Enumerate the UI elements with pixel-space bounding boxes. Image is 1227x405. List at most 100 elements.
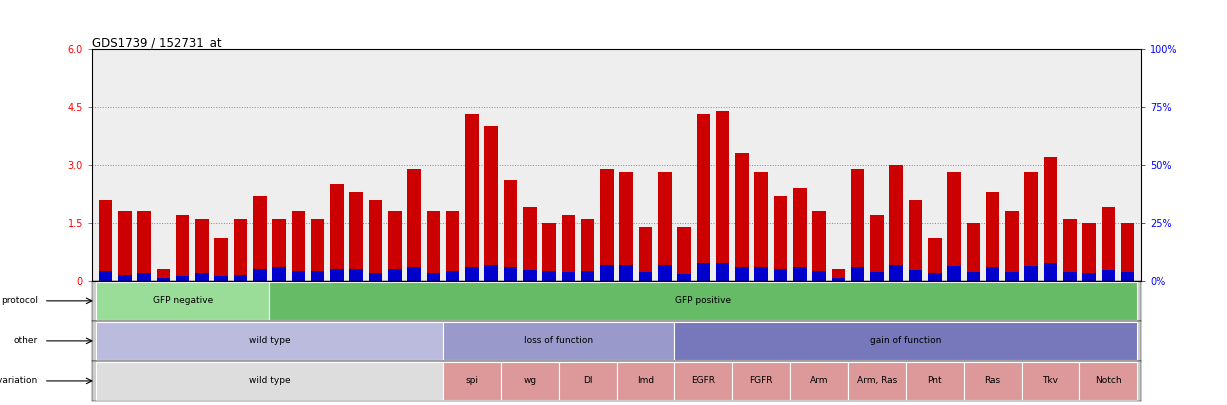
Bar bbox=[504, 180, 518, 281]
Bar bbox=[369, 200, 383, 281]
Bar bbox=[542, 223, 556, 281]
Bar bbox=[310, 271, 324, 281]
Bar bbox=[850, 168, 864, 281]
Bar bbox=[600, 168, 614, 281]
Bar bbox=[215, 276, 228, 281]
Bar bbox=[504, 267, 518, 281]
Bar bbox=[675, 362, 733, 400]
Bar bbox=[928, 238, 941, 281]
Bar bbox=[1080, 362, 1137, 400]
Bar bbox=[947, 173, 961, 281]
Bar bbox=[1120, 223, 1134, 281]
Text: other: other bbox=[13, 337, 38, 345]
Text: wg: wg bbox=[523, 376, 536, 386]
Bar bbox=[675, 322, 1137, 360]
Bar bbox=[967, 272, 980, 281]
Bar bbox=[928, 273, 941, 281]
Bar bbox=[1082, 223, 1096, 281]
Bar bbox=[733, 362, 790, 400]
Bar bbox=[947, 266, 961, 281]
Bar bbox=[658, 265, 671, 281]
Bar bbox=[96, 322, 443, 360]
Bar bbox=[330, 184, 344, 281]
Text: protocol: protocol bbox=[1, 296, 38, 305]
Bar bbox=[445, 271, 459, 281]
Bar bbox=[157, 278, 171, 281]
Text: Dl: Dl bbox=[583, 376, 593, 386]
Bar bbox=[735, 267, 748, 281]
Bar bbox=[963, 362, 1022, 400]
Text: spi: spi bbox=[465, 376, 479, 386]
Bar bbox=[832, 278, 845, 281]
Text: GDS1739 / 152731_at: GDS1739 / 152731_at bbox=[92, 36, 222, 49]
Text: GFP negative: GFP negative bbox=[152, 296, 212, 305]
Bar bbox=[774, 196, 788, 281]
Text: Tkv: Tkv bbox=[1043, 376, 1059, 386]
Bar bbox=[1025, 266, 1038, 281]
Bar bbox=[407, 168, 421, 281]
Bar bbox=[793, 188, 806, 281]
Bar bbox=[388, 269, 401, 281]
Bar bbox=[620, 265, 633, 281]
Bar bbox=[485, 126, 498, 281]
Bar bbox=[310, 219, 324, 281]
Bar bbox=[175, 276, 189, 281]
Bar bbox=[1044, 263, 1058, 281]
Text: GFP positive: GFP positive bbox=[675, 296, 731, 305]
Bar bbox=[157, 269, 171, 281]
Text: wild type: wild type bbox=[249, 337, 291, 345]
Bar bbox=[580, 219, 594, 281]
Bar bbox=[735, 153, 748, 281]
Bar bbox=[1102, 270, 1115, 281]
Bar bbox=[99, 271, 113, 281]
Bar bbox=[292, 211, 306, 281]
Bar bbox=[812, 271, 826, 281]
Bar bbox=[985, 267, 999, 281]
Bar bbox=[350, 269, 363, 281]
Bar bbox=[677, 274, 691, 281]
Bar bbox=[755, 173, 768, 281]
Bar bbox=[677, 227, 691, 281]
Bar bbox=[96, 281, 270, 320]
Bar bbox=[443, 362, 501, 400]
Text: Pnt: Pnt bbox=[928, 376, 942, 386]
Bar bbox=[118, 211, 131, 281]
Bar bbox=[465, 267, 479, 281]
Bar bbox=[616, 362, 675, 400]
Bar bbox=[558, 362, 616, 400]
Text: EGFR: EGFR bbox=[691, 376, 715, 386]
Text: FGFR: FGFR bbox=[750, 376, 773, 386]
Bar bbox=[600, 265, 614, 281]
Bar bbox=[1120, 272, 1134, 281]
Bar bbox=[253, 269, 266, 281]
Bar bbox=[580, 271, 594, 281]
Bar bbox=[790, 362, 848, 400]
Bar bbox=[1022, 362, 1080, 400]
Bar bbox=[272, 219, 286, 281]
Bar bbox=[465, 114, 479, 281]
Bar bbox=[427, 273, 440, 281]
Bar bbox=[985, 192, 999, 281]
Bar bbox=[562, 215, 575, 281]
Bar bbox=[96, 362, 443, 400]
Bar bbox=[1005, 211, 1018, 281]
Bar bbox=[639, 227, 653, 281]
Text: Arm, Ras: Arm, Ras bbox=[856, 376, 897, 386]
Text: wild type: wild type bbox=[249, 376, 291, 386]
Bar bbox=[485, 265, 498, 281]
Bar bbox=[234, 275, 248, 281]
Bar bbox=[1102, 207, 1115, 281]
Bar bbox=[137, 273, 151, 281]
Text: Imd: Imd bbox=[637, 376, 654, 386]
Bar bbox=[369, 273, 383, 281]
Bar bbox=[909, 270, 923, 281]
Bar bbox=[292, 271, 306, 281]
Text: Arm: Arm bbox=[810, 376, 828, 386]
Bar bbox=[542, 271, 556, 281]
Bar bbox=[906, 362, 963, 400]
Bar bbox=[215, 238, 228, 281]
Bar bbox=[1063, 219, 1076, 281]
Text: genotype/variation: genotype/variation bbox=[0, 376, 38, 386]
Text: Notch: Notch bbox=[1094, 376, 1121, 386]
Bar bbox=[1082, 273, 1096, 281]
